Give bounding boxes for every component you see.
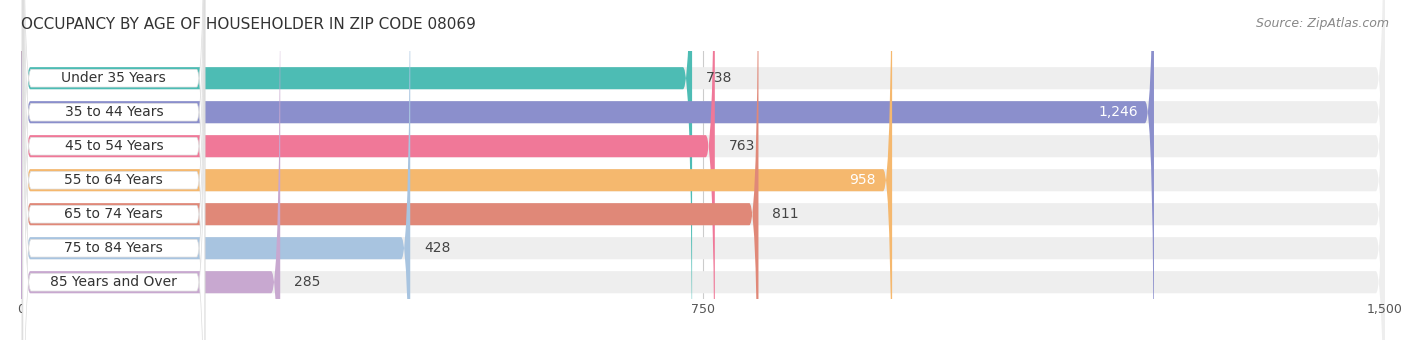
Text: 958: 958 [849, 173, 876, 187]
FancyBboxPatch shape [21, 0, 1385, 340]
Text: 285: 285 [294, 275, 321, 289]
Text: 738: 738 [706, 71, 733, 85]
FancyBboxPatch shape [21, 0, 1385, 340]
Text: 55 to 64 Years: 55 to 64 Years [65, 173, 163, 187]
FancyBboxPatch shape [21, 0, 1385, 340]
Text: 811: 811 [772, 207, 799, 221]
FancyBboxPatch shape [21, 0, 1385, 340]
Text: Source: ZipAtlas.com: Source: ZipAtlas.com [1256, 17, 1389, 30]
FancyBboxPatch shape [21, 0, 411, 340]
Text: 750: 750 [690, 303, 716, 316]
Text: 428: 428 [423, 241, 450, 255]
Text: 763: 763 [728, 139, 755, 153]
Text: 1,500: 1,500 [1367, 303, 1403, 316]
FancyBboxPatch shape [21, 0, 714, 340]
FancyBboxPatch shape [22, 0, 205, 340]
FancyBboxPatch shape [21, 0, 280, 340]
Text: 35 to 44 Years: 35 to 44 Years [65, 105, 163, 119]
Text: 75 to 84 Years: 75 to 84 Years [65, 241, 163, 255]
FancyBboxPatch shape [21, 0, 1385, 340]
Text: 1,246: 1,246 [1098, 105, 1137, 119]
FancyBboxPatch shape [22, 0, 205, 340]
FancyBboxPatch shape [21, 0, 758, 340]
FancyBboxPatch shape [21, 0, 1385, 340]
FancyBboxPatch shape [22, 0, 205, 340]
FancyBboxPatch shape [21, 0, 893, 340]
Text: 85 Years and Over: 85 Years and Over [51, 275, 177, 289]
FancyBboxPatch shape [22, 0, 205, 340]
FancyBboxPatch shape [21, 0, 1385, 340]
FancyBboxPatch shape [21, 0, 1154, 340]
Text: OCCUPANCY BY AGE OF HOUSEHOLDER IN ZIP CODE 08069: OCCUPANCY BY AGE OF HOUSEHOLDER IN ZIP C… [21, 17, 477, 32]
FancyBboxPatch shape [22, 0, 205, 340]
Text: 45 to 54 Years: 45 to 54 Years [65, 139, 163, 153]
Text: 0: 0 [17, 303, 25, 316]
FancyBboxPatch shape [22, 0, 205, 340]
FancyBboxPatch shape [22, 0, 205, 340]
Text: Under 35 Years: Under 35 Years [62, 71, 166, 85]
Text: 65 to 74 Years: 65 to 74 Years [65, 207, 163, 221]
FancyBboxPatch shape [21, 0, 692, 340]
